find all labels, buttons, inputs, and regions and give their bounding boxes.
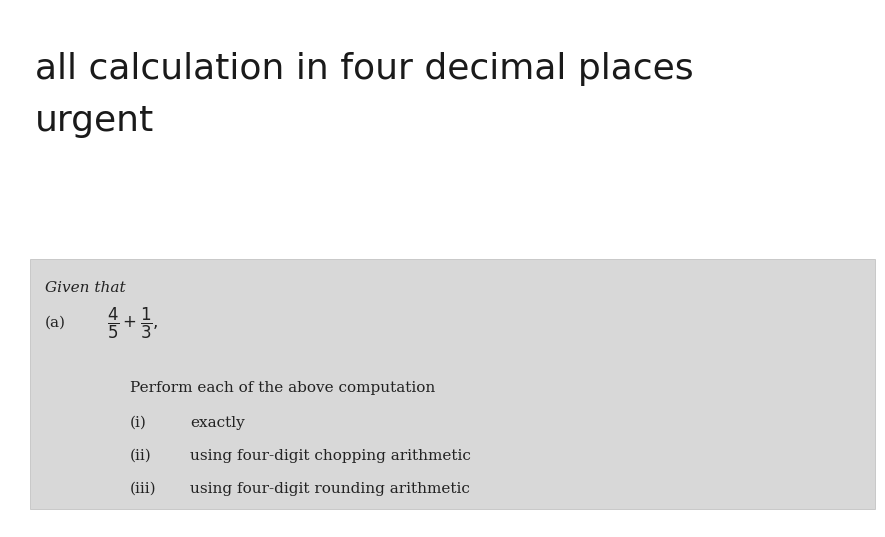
Text: urgent: urgent bbox=[35, 104, 154, 138]
Text: using four-digit chopping arithmetic: using four-digit chopping arithmetic bbox=[190, 449, 471, 463]
Text: (ii): (ii) bbox=[130, 449, 151, 463]
Bar bbox=[30, 259, 875, 509]
Text: $\dfrac{4}{5}+\dfrac{1}{3},$: $\dfrac{4}{5}+\dfrac{1}{3},$ bbox=[107, 306, 158, 340]
Text: exactly: exactly bbox=[190, 416, 245, 430]
Text: (i): (i) bbox=[130, 416, 147, 430]
Text: all calculation in four decimal places: all calculation in four decimal places bbox=[35, 52, 694, 86]
Text: Given that: Given that bbox=[45, 281, 126, 295]
Text: using four-digit rounding arithmetic: using four-digit rounding arithmetic bbox=[190, 482, 470, 496]
Text: (iii): (iii) bbox=[130, 482, 157, 496]
Text: Perform each of the above computation: Perform each of the above computation bbox=[130, 381, 435, 395]
Text: (a): (a) bbox=[45, 316, 66, 330]
